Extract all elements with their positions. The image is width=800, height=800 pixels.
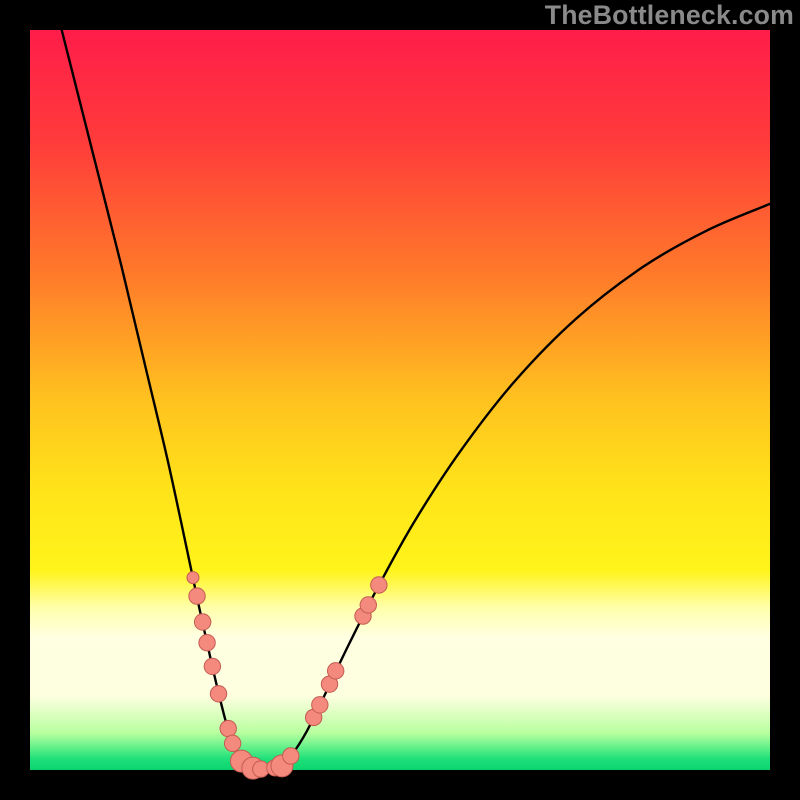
data-marker — [327, 663, 343, 679]
chart-stage: TheBottleneck.com — [0, 0, 800, 800]
data-marker — [204, 658, 220, 674]
data-marker — [199, 635, 215, 651]
data-marker — [283, 748, 299, 764]
data-marker — [224, 735, 240, 751]
data-marker — [371, 577, 387, 593]
data-marker — [312, 697, 328, 713]
data-marker — [189, 588, 205, 604]
data-marker — [194, 614, 210, 630]
plot-background — [30, 30, 770, 770]
bottleneck-chart — [0, 0, 800, 800]
data-marker — [210, 686, 226, 702]
data-marker — [360, 597, 376, 613]
data-marker — [187, 572, 199, 584]
watermark-text: TheBottleneck.com — [545, 0, 794, 31]
data-marker — [220, 720, 236, 736]
